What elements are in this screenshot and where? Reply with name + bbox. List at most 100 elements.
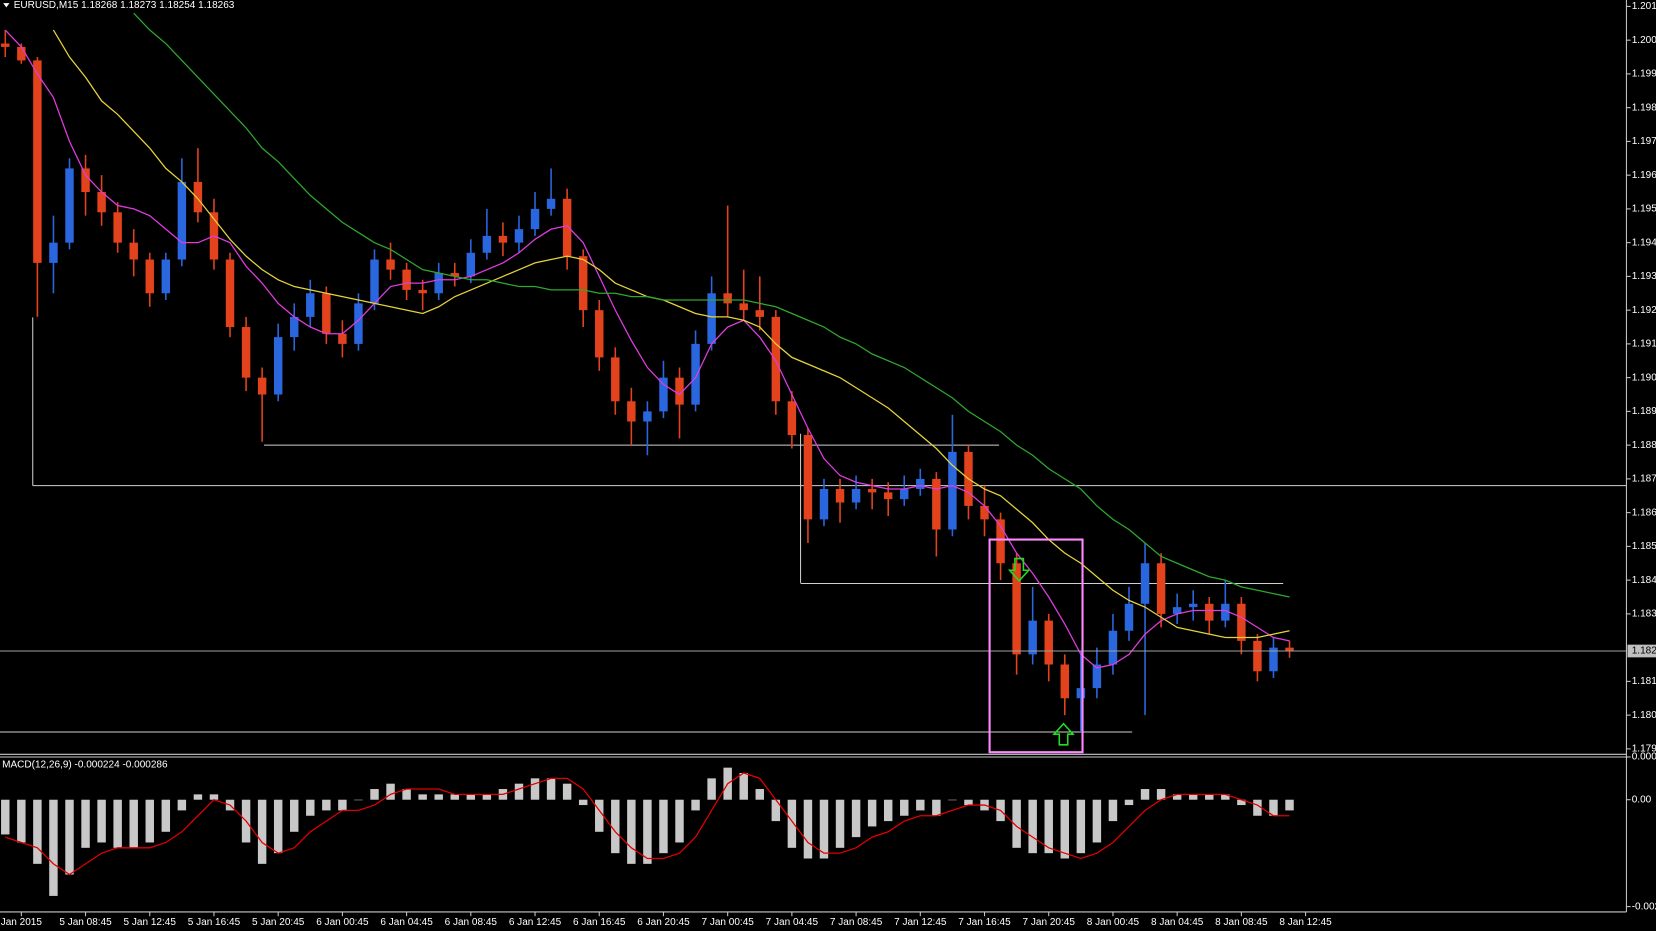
candle-body (1028, 620, 1037, 655)
candle-body (97, 192, 106, 213)
macd-bar (932, 799, 941, 816)
macd-bar (739, 772, 748, 800)
macd-bar (1172, 794, 1182, 800)
x-tick-label: 7 Jan 16:45 (958, 917, 1011, 928)
signal-line (5, 772, 1290, 876)
macd-bar (209, 794, 219, 800)
y-tick-label: 1.189 (1632, 406, 1656, 417)
candle-body (354, 303, 363, 344)
macd-bar (177, 799, 187, 811)
candle-body (948, 451, 957, 530)
y-tick-label: 1.195 (1632, 204, 1656, 215)
candle-body (562, 198, 572, 257)
candle-body (787, 401, 797, 436)
macd-bar (257, 799, 267, 864)
candle-body (851, 489, 861, 503)
macd-bar (916, 799, 925, 811)
macd-bar (65, 799, 74, 875)
macd-bar (273, 799, 283, 854)
moving-average (133, 12, 1290, 598)
price-label: 1.182 (1632, 646, 1656, 657)
y-tick-label: 1.201 (1632, 1, 1656, 12)
candle-body (1172, 607, 1182, 614)
macd-bar (964, 799, 973, 806)
y-tick-label: -0.002 (1632, 901, 1656, 912)
y-tick-label: 1.190 (1632, 372, 1656, 383)
x-tick-label: 6 Jan 00:45 (316, 917, 369, 928)
macd-bar (145, 799, 154, 843)
macd-panel (1, 767, 1294, 896)
candle-body (980, 505, 989, 520)
candle-body (1, 43, 10, 47)
candle-body (498, 235, 508, 243)
candle-body (867, 489, 877, 493)
price-label-box (1627, 644, 1656, 658)
candle-body (49, 242, 58, 263)
macd-bar (787, 799, 797, 848)
candle-body (225, 259, 235, 328)
candle-body (338, 333, 347, 344)
macd-bar (514, 783, 524, 800)
candle-body (1156, 563, 1166, 614)
candle-body (1044, 620, 1053, 665)
macd-bar (835, 799, 845, 848)
candle-body (643, 411, 652, 422)
macd-bar (322, 799, 331, 811)
candle-body (530, 208, 540, 230)
candle-body (659, 377, 668, 412)
candle-body (113, 212, 122, 243)
y-tick-label: 1.187 (1632, 474, 1656, 485)
candle-body (1285, 647, 1294, 652)
macd-bar (338, 799, 347, 811)
macd-bar (771, 799, 781, 822)
macd-bar (1253, 799, 1262, 816)
macd-bar (129, 799, 138, 848)
macd-bar (900, 799, 909, 816)
macd-bar (1237, 799, 1246, 806)
candle-body (1060, 664, 1070, 699)
y-tick-label: 1.179 (1632, 744, 1656, 755)
macd-bar (851, 799, 861, 838)
macd-bar (755, 789, 764, 800)
candle-body (193, 181, 203, 213)
menu-triangle (3, 3, 10, 8)
macd-bar (578, 799, 588, 806)
x-tick-label: 8 Jan 08:45 (1215, 917, 1268, 928)
x-tick-label: 7 Jan 12:45 (894, 917, 947, 928)
macd-bar (1156, 789, 1166, 800)
y-tick-label: 1.186 (1632, 507, 1656, 518)
macd-bar (1, 799, 10, 835)
candle-body (161, 259, 171, 294)
candle-body (546, 198, 556, 209)
macd-bar (1028, 799, 1037, 854)
macd-bar (17, 799, 26, 843)
macd-bar (627, 799, 636, 864)
candle-body (322, 293, 331, 334)
candle-body (1108, 630, 1118, 665)
candle-body (1092, 664, 1102, 689)
macd-bar (691, 799, 700, 811)
sell-arrow (1007, 557, 1031, 583)
y-tick-label: 1.184 (1632, 575, 1656, 586)
macd-bar (867, 799, 877, 827)
candle-body (1076, 688, 1086, 699)
candle-body (1253, 640, 1262, 672)
candle-body (771, 316, 781, 402)
macd-bar (482, 794, 492, 800)
candle-body (578, 256, 588, 311)
candle-body (1205, 603, 1214, 621)
y-tick-label: 1.200 (1632, 35, 1656, 46)
candle-body (290, 316, 299, 338)
candle-body (707, 293, 716, 344)
candle-body (241, 327, 251, 378)
macd-bar (707, 778, 716, 800)
candle-body (1269, 647, 1278, 672)
candle-body (65, 168, 74, 243)
candle-body (1188, 603, 1198, 608)
macd-bar (49, 799, 58, 896)
x-tick-label: 8 Jan 04:45 (1151, 917, 1204, 928)
candle-body (370, 259, 379, 304)
macd-bar (1060, 799, 1070, 859)
